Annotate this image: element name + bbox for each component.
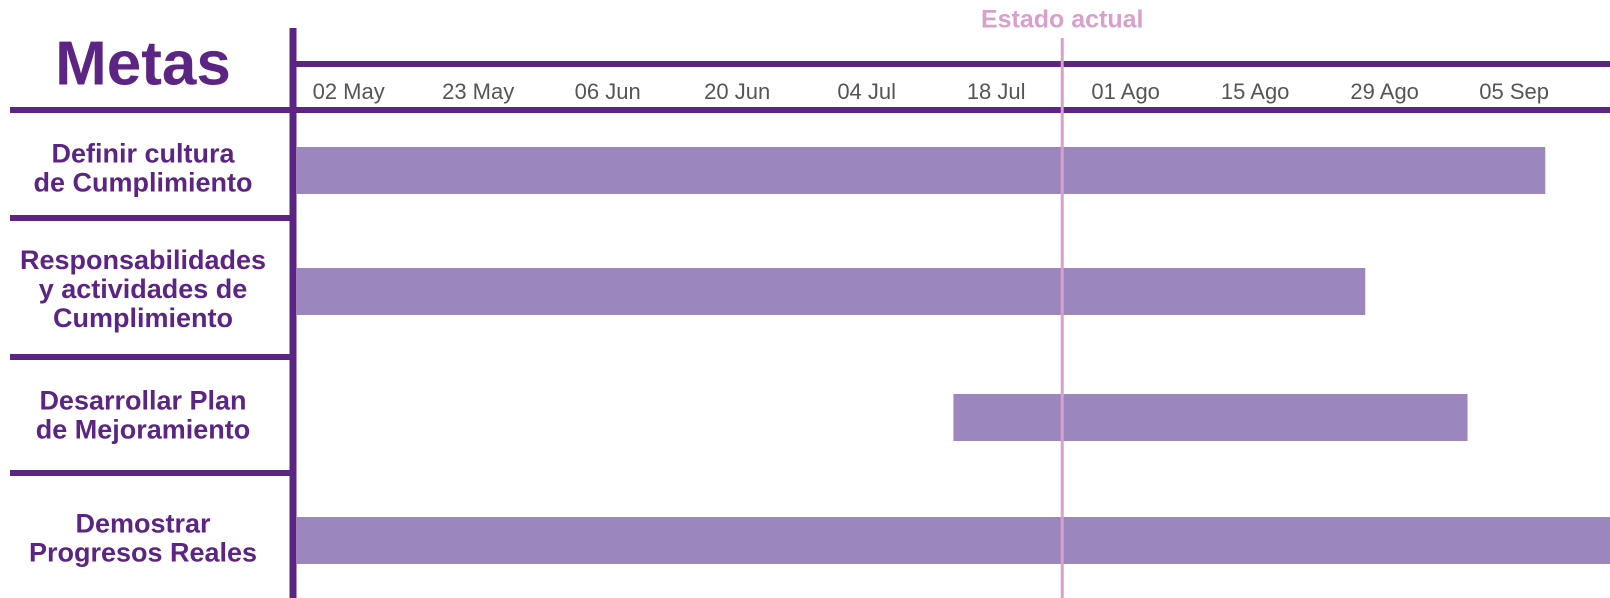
task-bar [296, 147, 1546, 194]
row-label: Demostrar [75, 509, 211, 539]
current-label: Estado actual [981, 6, 1144, 34]
row-label: Progresos Reales [29, 538, 257, 568]
task-bar [296, 517, 1610, 564]
x-tick-label: 29 Ago [1350, 79, 1419, 104]
task-bar [296, 268, 1366, 315]
row-label: Definir cultura [51, 139, 235, 169]
row-label: de Cumplimiento [33, 168, 252, 198]
row-label: de Mejoramiento [36, 415, 251, 445]
x-tick-label: 01 Ago [1091, 79, 1160, 104]
x-tick-label: 06 Jun [575, 79, 641, 104]
task-bar [953, 394, 1468, 441]
row-label: Cumplimiento [53, 303, 233, 333]
x-tick-label: 15 Ago [1221, 79, 1290, 104]
row-label: Desarrollar Plan [39, 386, 246, 416]
x-tick-label: 23 May [442, 79, 514, 104]
x-tick-label: 04 Jul [837, 79, 896, 104]
x-tick-label: 05 Sep [1479, 79, 1549, 104]
row-label: Responsabilidades [20, 245, 266, 275]
row-label: y actividades de [39, 274, 248, 304]
chart-title: Metas [55, 29, 231, 98]
x-tick-label: 20 Jun [704, 79, 770, 104]
x-tick-label: 02 May [313, 79, 385, 104]
x-tick-label: 18 Jul [967, 79, 1026, 104]
